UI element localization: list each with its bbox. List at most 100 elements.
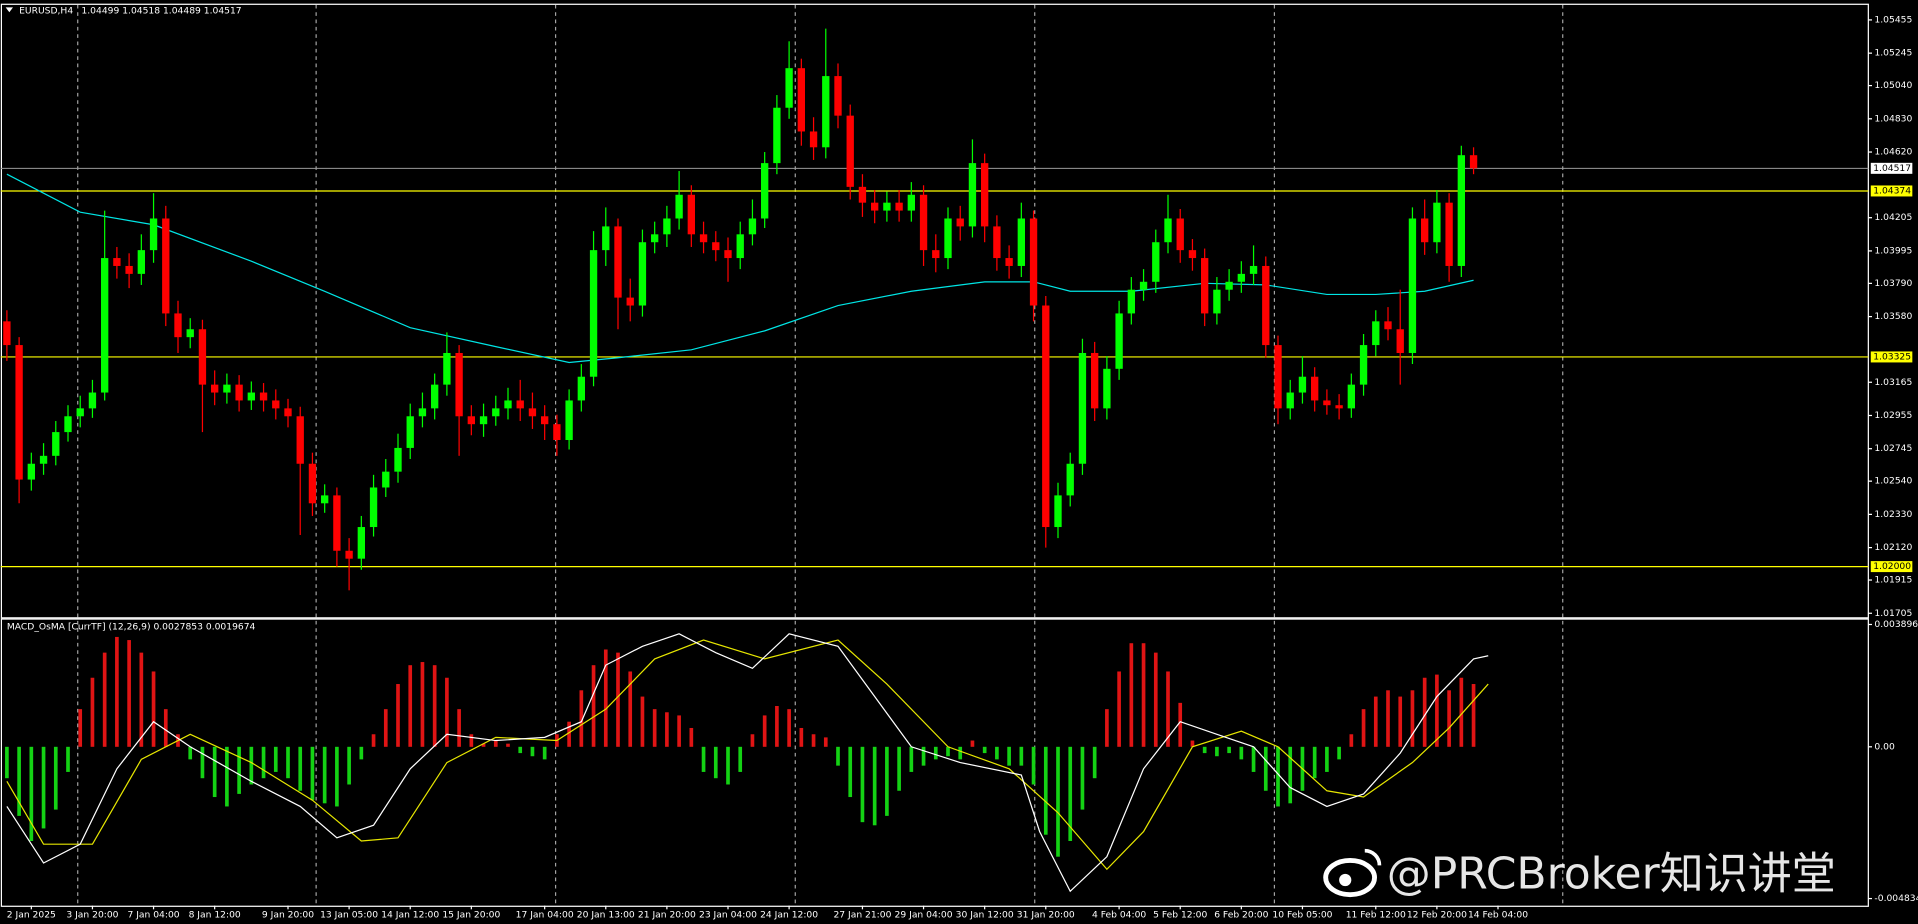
candle-body [1359,345,1368,385]
histogram-bar [1215,746,1219,757]
candle-body [357,527,365,559]
histogram-bar [383,709,388,747]
histogram-bar [298,746,303,791]
histogram-bar [66,746,70,772]
histogram-bar [677,715,681,747]
y-tick-label: 1.02745 [1874,443,1912,454]
histogram-bar [591,665,596,747]
candle-body [846,115,854,187]
candle-body [455,352,463,417]
candle-body [638,242,647,306]
candle-body [1421,218,1429,243]
candle-body [1066,463,1074,496]
candle-body [1335,405,1343,409]
histogram-bar [237,746,241,794]
histogram-bar [273,746,278,772]
level-label: 1.03325 [1873,351,1911,362]
histogram-bar [1129,643,1134,747]
x-tick-label: 12 Feb 20:00 [1407,909,1467,920]
candle-body [1372,321,1380,346]
candle-body [858,186,867,203]
histogram-bar [567,721,571,747]
x-tick-label: 27 Jan 21:00 [833,909,891,920]
histogram-bar [750,734,755,747]
candle-body [993,226,1001,259]
histogram-bar [860,746,865,823]
y-tick-label: -0.004834 [1874,893,1918,904]
x-tick-label: 3 Jan 20:00 [66,909,118,920]
candle-body [919,194,928,251]
histogram-bar [5,746,9,779]
histogram-bar [1447,690,1451,747]
histogram-bar [1190,740,1195,747]
candle-body [907,194,915,211]
y-tick-label: 1.03790 [1874,278,1912,289]
candle-body [1249,265,1258,274]
candle-body [382,471,390,488]
histogram-bar [603,649,608,747]
candle-body [467,416,475,425]
x-tick-label: 15 Jan 20:00 [442,909,500,920]
histogram-bar [1263,746,1268,791]
candle-body [345,550,353,559]
histogram-bar [1337,746,1341,760]
x-tick-label: 23 Jan 04:00 [699,909,757,920]
y-tick-label: 1.02955 [1874,410,1912,421]
candle-body [418,408,427,417]
candle-body [1139,281,1148,290]
candle-body [64,416,72,433]
level-tag [1870,185,1913,197]
histogram-bar [322,746,327,804]
histogram-bar [775,706,779,747]
candle-body [1042,305,1050,528]
candle-body [3,321,11,346]
histogram-bar [701,746,706,772]
histogram-bar [457,709,461,747]
x-tick-label: 4 Feb 04:00 [1092,909,1146,920]
candle-body [748,218,757,235]
histogram-bar [493,740,498,747]
x-tick-label: 9 Jan 20:00 [262,909,314,920]
candle-body [27,463,35,480]
histogram-bar [1373,696,1378,747]
histogram-bar [1166,671,1170,747]
last-price-tag [1870,162,1913,174]
candle-body [88,392,97,409]
histogram-bar [836,746,840,766]
candle-body [1433,202,1441,243]
x-tick-label: 2 Jan 2025 [7,909,56,920]
candle-body [1347,384,1355,409]
candle-body [1078,352,1087,464]
histogram-bar [872,746,877,826]
candle-body [724,250,732,259]
histogram-bar [17,746,21,816]
candle-body [174,313,182,338]
symbol: EURUSD,H4 [19,6,73,17]
watermark: @PRCBroker知识讲堂 [1387,848,1836,899]
histogram-bar [115,636,119,747]
indicator-line [6,639,1489,871]
candle-body [1115,313,1123,369]
candle-body [589,250,598,377]
x-tick-label: 14 Feb 04:00 [1468,909,1528,920]
histogram-bar [1068,746,1073,841]
indicator-line [6,633,1489,893]
candle-body [1311,376,1319,401]
x-tick-label: 30 Jan 12:00 [956,909,1014,920]
histogram-bar [432,665,437,747]
ohlc: 1.04499 1.04518 1.04489 1.04517 [81,6,241,17]
candle-body [1445,202,1453,266]
candle-body [1298,376,1307,393]
candle-body [1005,258,1013,266]
histogram-bar [689,727,694,747]
panel-borders [0,3,1869,907]
candle-body [614,226,622,298]
histogram-bar [518,746,523,754]
candle-body [1384,321,1392,330]
indicator-line [6,173,1474,364]
candle-body [308,463,317,504]
plot-layer: 1.05455 1.05245 1.05040 1.04830 1.04620 1.042… [0,14,1918,920]
candle-body [296,416,304,464]
candle-body [675,194,683,219]
candle-body [981,163,989,227]
